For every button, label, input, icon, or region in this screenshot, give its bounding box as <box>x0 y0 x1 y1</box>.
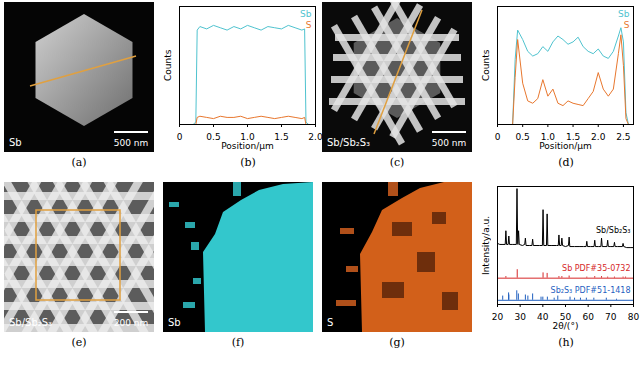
html-text:Intensity/a.u.: Intensity/a.u. <box>481 215 491 275</box>
svg-text:0: 0 <box>495 132 501 142</box>
svg-text:Sb/Sb₂S₃: Sb/Sb₂S₃ <box>596 226 631 235</box>
svg-text:Sb: Sb <box>168 317 181 328</box>
svg-text:Sb/Sb₂S₃: Sb/Sb₂S₃ <box>327 137 370 148</box>
svg-text:50: 50 <box>559 311 572 322</box>
svg-text:500 nm: 500 nm <box>114 138 149 148</box>
svg-text:0: 0 <box>177 132 183 142</box>
svg-text:2.5: 2.5 <box>616 132 630 142</box>
svg-text:Sb₂S₃ PDF#51-1418: Sb₂S₃ PDF#51-1418 <box>551 286 631 295</box>
svg-text:500 nm: 500 nm <box>432 138 467 148</box>
svg-text:200 nm: 200 nm <box>114 318 149 328</box>
html-text:(b): (b) <box>240 156 256 169</box>
svg-text:1.5: 1.5 <box>274 132 288 142</box>
svg-text:Sb/Sb₂S₃: Sb/Sb₂S₃ <box>9 317 52 328</box>
html-text:(h): (h) <box>558 336 574 349</box>
svg-text:Sb: Sb <box>618 9 630 19</box>
svg-text:20: 20 <box>492 312 504 322</box>
svg-text:2θ/(°): 2θ/(°) <box>553 321 579 331</box>
html-text:(e): (e) <box>71 336 87 349</box>
svg-text:60: 60 <box>582 312 594 322</box>
svg-text:Position/μm: Position/μm <box>221 141 274 151</box>
svg-text:70: 70 <box>605 312 617 322</box>
html-text:(d): (d) <box>558 156 574 169</box>
svg-text:2.0: 2.0 <box>308 132 323 142</box>
svg-text:40: 40 <box>537 312 549 322</box>
svg-text:30: 30 <box>514 312 526 322</box>
svg-text:2.0: 2.0 <box>591 132 606 142</box>
svg-text:S: S <box>306 20 312 30</box>
svg-text:S: S <box>624 20 630 30</box>
html-text:(a): (a) <box>71 156 87 169</box>
html-text:(c): (c) <box>389 156 405 169</box>
svg-text:80: 80 <box>628 312 640 322</box>
svg-text:0.5: 0.5 <box>516 132 530 142</box>
svg-text:1.0: 1.0 <box>540 131 555 142</box>
svg-text:1.0: 1.0 <box>240 131 255 142</box>
svg-text:Sb: Sb <box>300 9 312 19</box>
html-text:(f): (f) <box>231 336 245 349</box>
svg-text:1.5: 1.5 <box>565 131 581 142</box>
html-text:(g): (g) <box>389 336 405 349</box>
svg-text:0.5: 0.5 <box>206 132 220 142</box>
svg-text:Sb PDF#35-0732: Sb PDF#35-0732 <box>562 264 630 273</box>
html-text:Counts: Counts <box>481 49 491 81</box>
svg-text:Position/μm: Position/μm <box>539 141 592 151</box>
svg-text:S: S <box>327 317 333 328</box>
html-text:Counts: Counts <box>163 49 173 81</box>
svg-text:Sb: Sb <box>9 137 22 148</box>
